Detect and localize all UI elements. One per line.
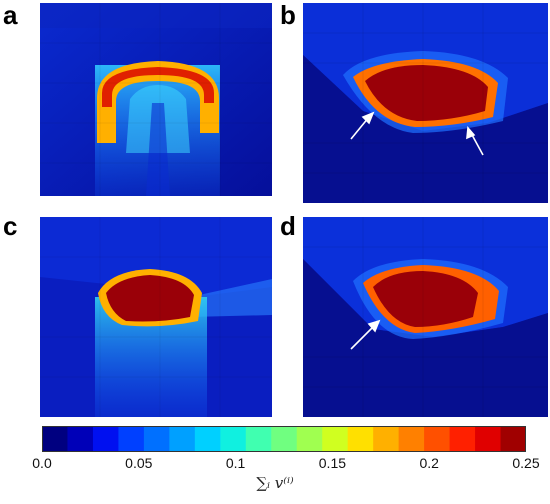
- panel-b-plot: [303, 3, 548, 203]
- colorbar-tick-label: 0.25: [512, 455, 540, 471]
- panel-label-c: c: [3, 211, 18, 241]
- colorbar-segment: [194, 426, 221, 452]
- colorbar-tick-label: 0.1: [225, 455, 246, 471]
- colorbar-segment: [398, 426, 425, 452]
- colorbar-tick-label: 0.15: [318, 455, 347, 471]
- colorbar-segment: [143, 426, 170, 452]
- colorbar-segment: [169, 426, 196, 452]
- colorbar-tick-label: 0.2: [419, 455, 439, 471]
- colorbar-segment: [118, 426, 145, 452]
- colorbar-label: ∑ᵢ v⁽ⁱ⁾: [256, 474, 294, 492]
- colorbar-segment: [347, 426, 374, 452]
- panel-c-plot: [40, 217, 272, 417]
- core-c: [106, 275, 194, 322]
- colorbar-segment: [500, 426, 526, 452]
- arch-a: [97, 61, 219, 143]
- panel-label-a: a: [3, 0, 18, 30]
- arrow-d: [350, 319, 381, 350]
- panel-a: [40, 3, 272, 196]
- core-b: [365, 65, 488, 121]
- panel-label-d: d: [280, 211, 296, 241]
- panel-d: [303, 217, 548, 417]
- colorbar-segment: [296, 426, 323, 452]
- colorbar-tick-label: 0.0: [32, 455, 52, 471]
- panel-a-plot: [40, 3, 272, 196]
- colorbar: [42, 426, 526, 452]
- core-d: [373, 271, 478, 327]
- panel-c: [40, 217, 272, 417]
- colorbar-segment: [67, 426, 94, 452]
- colorbar-tick-label: 0.05: [125, 455, 153, 471]
- colorbar-segment: [373, 426, 400, 452]
- colorbar-segment: [271, 426, 298, 452]
- panel-b: [303, 3, 548, 203]
- colorbar-segment: [424, 426, 451, 452]
- panel-label-b: b: [280, 0, 296, 30]
- colorbar-segment: [92, 426, 119, 452]
- colorbar-segment: [42, 426, 68, 452]
- arrow-b-right: [466, 126, 484, 156]
- colorbar-segment: [449, 426, 476, 452]
- colorbar-segment: [475, 426, 502, 452]
- colorbar-segment: [322, 426, 349, 452]
- colorbar-segment: [220, 426, 247, 452]
- arrow-b-left: [350, 111, 375, 140]
- colorbar-segment: [245, 426, 272, 452]
- panel-d-plot: [303, 217, 548, 417]
